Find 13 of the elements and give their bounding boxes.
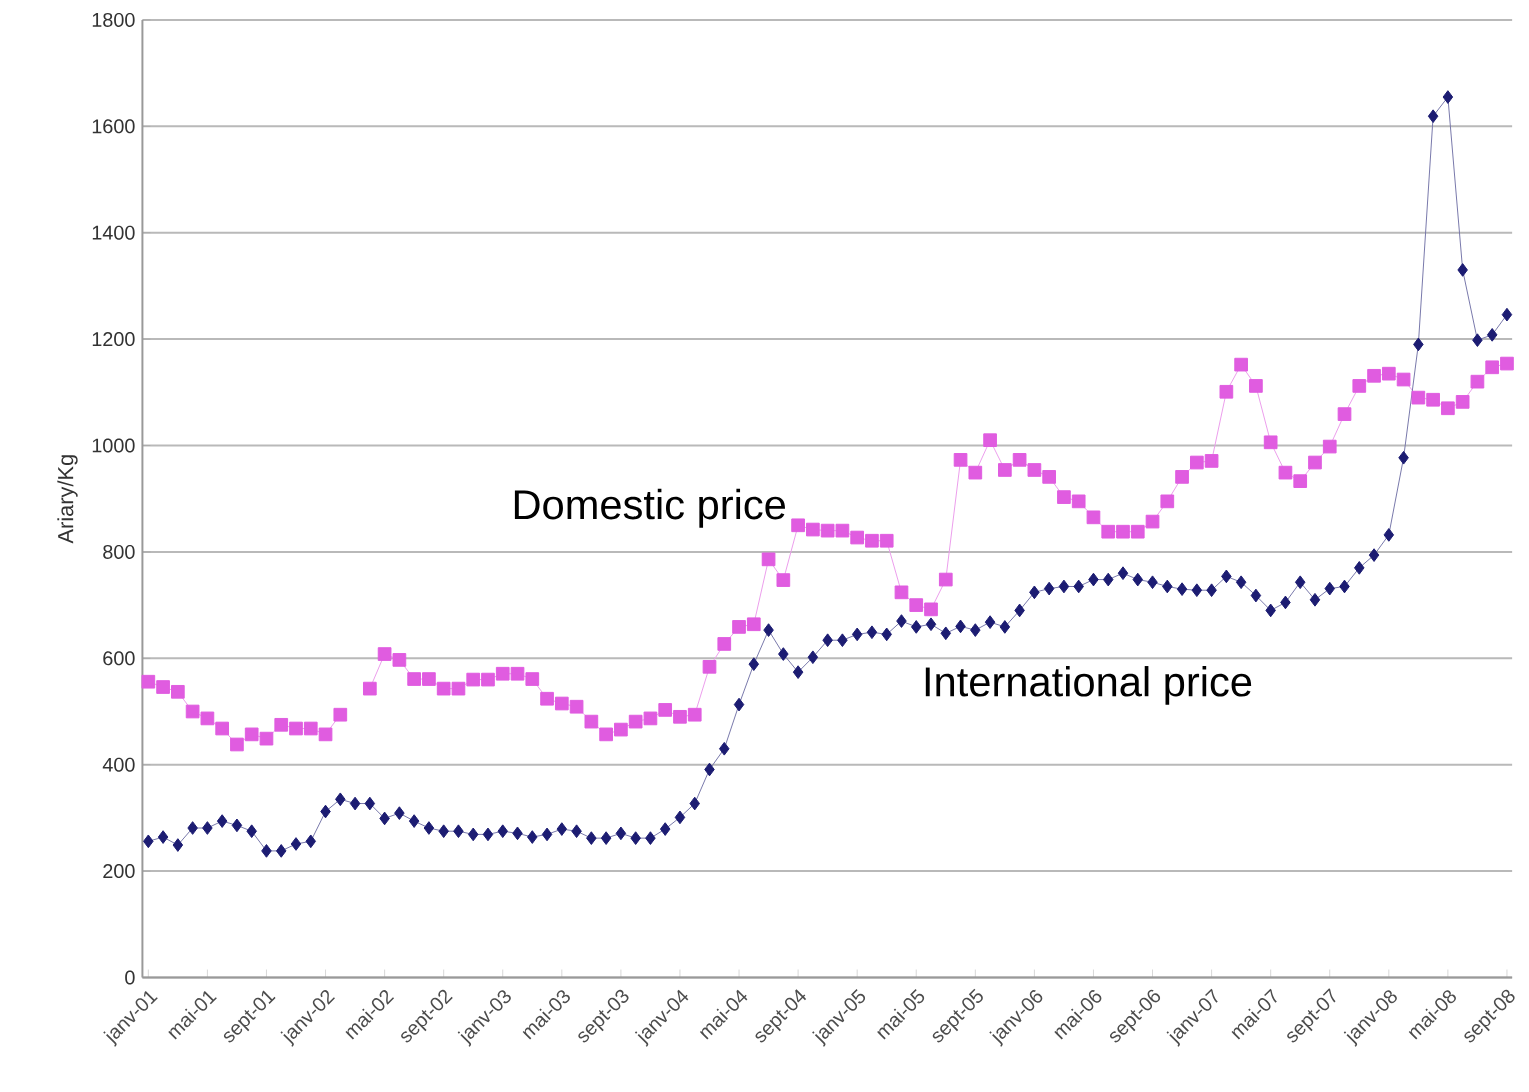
y-tick-label: 600 — [103, 651, 135, 666]
y-axis-title: Ariary/Kg — [57, 455, 78, 544]
y-tick-label: 1000 — [92, 438, 135, 453]
series-label: Domestic price — [514, 488, 785, 528]
y-tick-label: 1400 — [92, 225, 135, 240]
y-tick-label: 1200 — [92, 332, 135, 347]
series-label: International price — [925, 666, 1252, 705]
y-tick-label: 800 — [103, 544, 135, 559]
y-tick-label: 400 — [102, 757, 135, 772]
y-tick-label: 1600 — [92, 119, 135, 134]
y-tick-label: 200 — [103, 864, 135, 879]
y-tick-label: 0 — [125, 970, 135, 985]
y-tick-label: 1800 — [92, 12, 135, 27]
